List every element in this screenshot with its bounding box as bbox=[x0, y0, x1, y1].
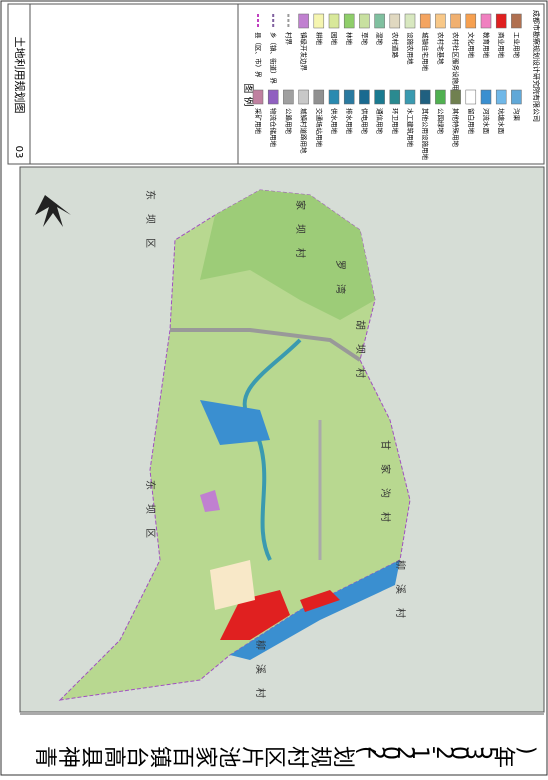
legend-swatch bbox=[252, 89, 264, 105]
legend-label: 河流水面 bbox=[482, 108, 491, 135]
legend-swatch bbox=[450, 89, 461, 105]
legend-label: 供水用地 bbox=[330, 108, 339, 135]
legend-label: 教育用地 bbox=[482, 32, 491, 59]
place-label: 家坝村 bbox=[294, 200, 307, 272]
place-label: 甘家沟村 bbox=[379, 440, 392, 536]
legend-swatch bbox=[480, 89, 492, 105]
place-label: 柳溪村 bbox=[254, 640, 267, 712]
legend-swatch bbox=[313, 13, 325, 29]
legend-label: 林地 bbox=[345, 32, 354, 46]
legend-label: 农村社区服务设施用地 bbox=[452, 32, 461, 98]
planning-area bbox=[58, 189, 411, 701]
legend-swatch bbox=[298, 13, 309, 29]
place-label: 东坝区 bbox=[144, 190, 157, 262]
legend-title: 图 例 bbox=[242, 83, 255, 106]
legend-label: 城镇村道路用地 bbox=[300, 108, 309, 154]
legend-swatch bbox=[343, 89, 355, 105]
legend: 图 例 县（区、市）界 乡（镇、街道）界 村界 镇级开发边界 耕地 园地 林地 草地 湿地 农村道… bbox=[242, 13, 522, 161]
legend-label: 水工建筑用地 bbox=[406, 108, 415, 148]
legend-label: 交通场站用地 bbox=[315, 108, 324, 148]
legend-label: 县（区、市）界 bbox=[254, 32, 263, 78]
legend-label: 环卫用地 bbox=[391, 108, 400, 135]
legend-label: 文化用地 bbox=[467, 32, 476, 59]
legend-label: 排水用地 bbox=[345, 108, 354, 135]
sheet-number: 03 bbox=[13, 146, 24, 159]
legend-swatch bbox=[389, 13, 401, 29]
legend-label: 设施农用地 bbox=[406, 32, 415, 65]
legend-swatch bbox=[480, 13, 492, 29]
legend-swatch bbox=[465, 13, 477, 29]
river bbox=[230, 560, 400, 660]
place-label: 柳溪村 bbox=[394, 560, 407, 632]
legend-label: 乡（镇、街道）界 bbox=[269, 32, 278, 85]
legend-swatch bbox=[511, 13, 522, 29]
commercial-area bbox=[220, 590, 290, 640]
map bbox=[35, 189, 411, 701]
header-band bbox=[7, 3, 545, 165]
legend-swatch bbox=[435, 13, 446, 29]
legend-label: 坑塘水面 bbox=[497, 108, 506, 135]
legend-label: 园地 bbox=[330, 32, 339, 46]
legend-swatch bbox=[359, 89, 370, 105]
legend-swatch bbox=[374, 13, 385, 29]
legend-swatch bbox=[359, 13, 370, 29]
legend-label: 其他公用设施用地 bbox=[421, 108, 430, 161]
legend-label: 采矿用地 bbox=[254, 108, 263, 135]
legend-swatch bbox=[328, 89, 340, 105]
legend-swatch bbox=[328, 13, 340, 29]
legend-swatch bbox=[404, 89, 416, 105]
legend-label: 沟渠 bbox=[512, 108, 521, 122]
legend-label: 农村宅基地 bbox=[436, 32, 445, 65]
legend-label: 通信用地 bbox=[376, 108, 385, 135]
legend-label: 公园绿地 bbox=[436, 108, 445, 135]
pond bbox=[200, 400, 270, 445]
legend-label: 城镇住宅用地 bbox=[421, 32, 430, 72]
legend-label: 村界 bbox=[284, 32, 293, 46]
legend-swatch bbox=[343, 13, 355, 29]
legend-swatch bbox=[495, 13, 507, 29]
legend-swatch bbox=[419, 13, 431, 29]
legend-swatch bbox=[419, 89, 431, 105]
legend-label: 公路用地 bbox=[284, 108, 293, 135]
legend-swatch bbox=[465, 89, 477, 105]
forest-area bbox=[200, 190, 375, 320]
legend-swatch bbox=[495, 89, 507, 105]
legend-swatch bbox=[435, 89, 446, 105]
highway bbox=[170, 328, 362, 362]
legend-swatch bbox=[298, 89, 309, 105]
place-label: 罗湾 bbox=[334, 260, 347, 308]
development-zone bbox=[200, 490, 220, 512]
legend-label: 草地 bbox=[360, 32, 369, 46]
legend-label: 工业用地 bbox=[512, 32, 521, 59]
legend-swatch bbox=[374, 89, 385, 105]
legend-swatch bbox=[313, 89, 325, 105]
legend-label: 供电用地 bbox=[360, 108, 369, 135]
legend-swatch bbox=[389, 89, 401, 105]
legend-label: 商业用地 bbox=[497, 32, 506, 59]
legend-label: 耕地 bbox=[315, 32, 324, 46]
place-label: 胡坝村 bbox=[354, 320, 367, 392]
company: 成都市勘察规划设计研究院有限公司 bbox=[532, 10, 541, 122]
north-arrow bbox=[35, 195, 71, 227]
legend-label: 农村道路 bbox=[391, 32, 400, 59]
legend-swatch bbox=[267, 89, 279, 105]
legend-label: 留白用地 bbox=[467, 108, 476, 135]
sheet-title: 土地利用规划图 bbox=[13, 37, 27, 114]
legend-label: 物流仓储用地 bbox=[269, 108, 278, 148]
legend-swatch bbox=[511, 89, 522, 105]
legend-label: 湿地 bbox=[376, 32, 385, 46]
legend-label: 镇级开发边界 bbox=[300, 32, 309, 72]
commercial-area bbox=[300, 590, 340, 612]
legend-swatch bbox=[450, 13, 461, 29]
place-label: 东坝区 bbox=[144, 480, 157, 552]
legend-swatch bbox=[283, 89, 294, 105]
legend-label: 其他特殊用地 bbox=[452, 108, 461, 148]
legend-swatch bbox=[404, 13, 416, 29]
settlement bbox=[210, 560, 255, 610]
